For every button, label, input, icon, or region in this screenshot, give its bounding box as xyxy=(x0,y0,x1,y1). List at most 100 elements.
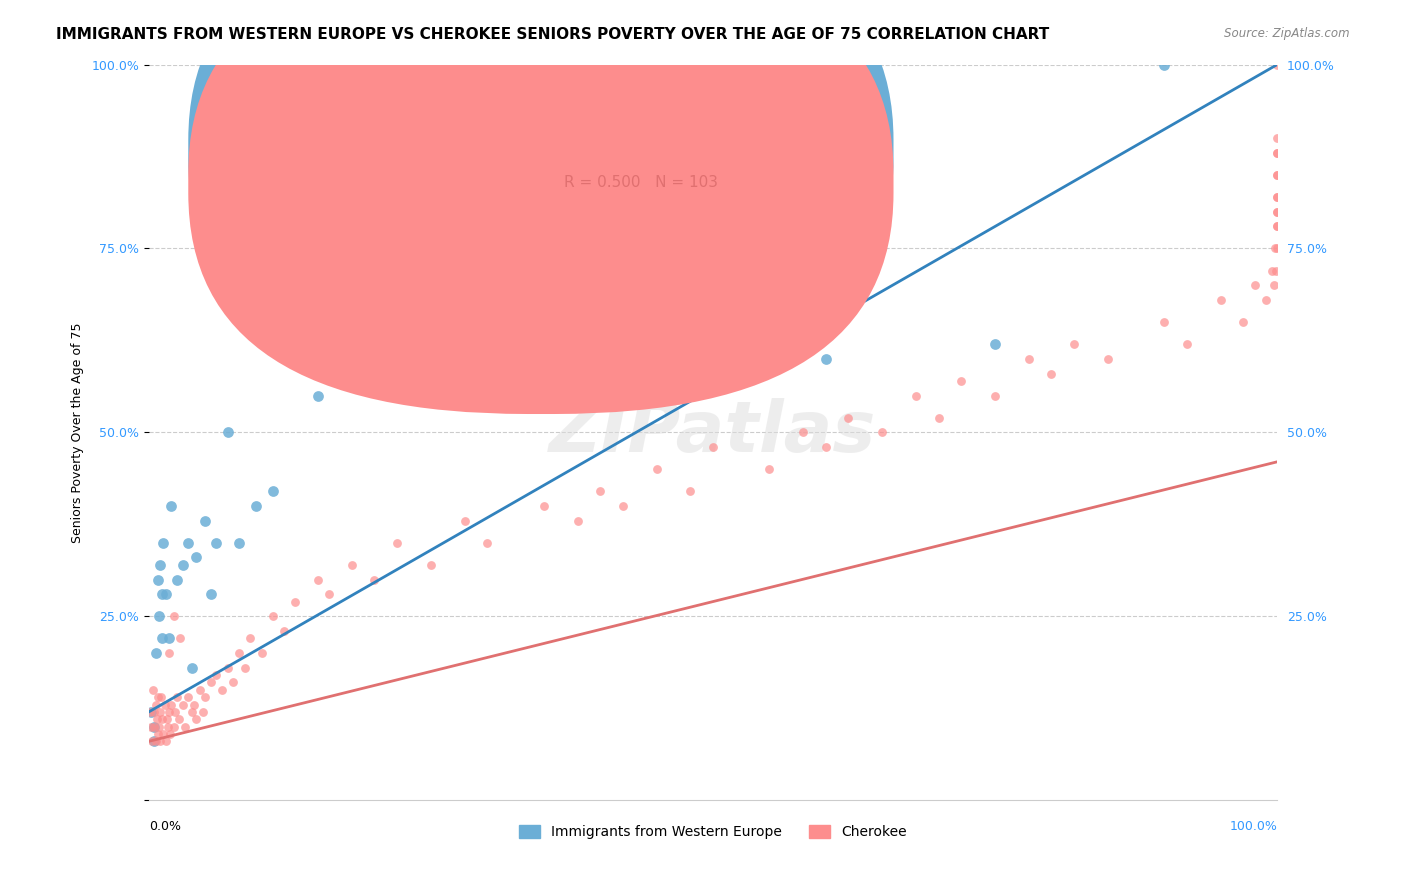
Point xyxy=(1265,219,1288,234)
Point xyxy=(194,690,217,705)
Point xyxy=(1265,263,1288,277)
Point xyxy=(155,587,177,601)
Point xyxy=(155,734,177,748)
Point xyxy=(1232,315,1254,329)
Point xyxy=(419,389,441,403)
Point xyxy=(205,668,228,682)
Point xyxy=(172,698,194,712)
Point xyxy=(1243,278,1265,293)
Point xyxy=(146,690,169,705)
Point xyxy=(1153,57,1175,71)
Point xyxy=(141,734,163,748)
Point xyxy=(186,712,208,726)
Point xyxy=(142,682,165,697)
Point xyxy=(307,389,329,403)
Point xyxy=(156,712,179,726)
Point xyxy=(152,535,174,549)
Point xyxy=(149,705,172,719)
Text: R = 0.500   N = 103: R = 0.500 N = 103 xyxy=(564,175,718,190)
Point xyxy=(156,720,179,734)
FancyBboxPatch shape xyxy=(188,0,894,414)
Point xyxy=(340,558,363,572)
Point xyxy=(139,705,162,719)
Point xyxy=(1265,57,1288,71)
Point xyxy=(146,573,169,587)
Point xyxy=(245,499,267,513)
FancyBboxPatch shape xyxy=(505,123,865,215)
Legend: Immigrants from Western Europe, Cherokee: Immigrants from Western Europe, Cherokee xyxy=(513,820,912,845)
Point xyxy=(183,698,205,712)
Point xyxy=(145,734,167,748)
Point xyxy=(1265,204,1288,219)
Point xyxy=(905,389,928,403)
Point xyxy=(1063,337,1085,351)
Point xyxy=(385,535,408,549)
Point xyxy=(200,675,222,690)
Point xyxy=(228,646,250,660)
Point xyxy=(186,550,208,565)
Point xyxy=(1175,337,1198,351)
Point xyxy=(222,675,245,690)
Point xyxy=(363,573,385,587)
Point xyxy=(262,609,284,624)
Text: 0.0%: 0.0% xyxy=(149,820,181,832)
Point xyxy=(143,705,166,719)
Point xyxy=(157,632,180,646)
Point xyxy=(1153,315,1175,329)
Point xyxy=(758,462,780,476)
Point xyxy=(792,425,814,440)
Point xyxy=(159,727,181,741)
Point xyxy=(454,514,477,528)
Point xyxy=(166,573,188,587)
Point xyxy=(143,720,166,734)
Point xyxy=(200,587,222,601)
Point xyxy=(191,705,214,719)
Point xyxy=(148,720,170,734)
Point xyxy=(163,705,186,719)
Point xyxy=(679,484,702,499)
Point xyxy=(814,440,837,454)
Point xyxy=(150,587,173,601)
Point xyxy=(233,661,256,675)
Point xyxy=(870,425,893,440)
Point xyxy=(139,705,162,719)
Point xyxy=(194,514,217,528)
Point xyxy=(1265,145,1288,160)
Point xyxy=(180,705,202,719)
Point xyxy=(567,514,589,528)
Point xyxy=(239,632,262,646)
Point xyxy=(1097,351,1119,366)
Point xyxy=(984,389,1007,403)
Point xyxy=(148,609,170,624)
Text: Source: ZipAtlas.com: Source: ZipAtlas.com xyxy=(1225,27,1350,40)
Point xyxy=(217,425,239,440)
Point xyxy=(162,609,184,624)
Point xyxy=(153,698,176,712)
Point xyxy=(363,351,385,366)
Point xyxy=(162,720,184,734)
FancyBboxPatch shape xyxy=(188,0,894,381)
Point xyxy=(250,646,273,660)
Point xyxy=(180,661,202,675)
Point xyxy=(188,682,211,697)
Point xyxy=(307,573,329,587)
Point xyxy=(172,558,194,572)
Point xyxy=(1264,242,1286,256)
Point xyxy=(612,499,634,513)
Text: IMMIGRANTS FROM WESTERN EUROPE VS CHEROKEE SENIORS POVERTY OVER THE AGE OF 75 CO: IMMIGRANTS FROM WESTERN EUROPE VS CHEROK… xyxy=(56,27,1049,42)
Y-axis label: Seniors Poverty Over the Age of 75: Seniors Poverty Over the Age of 75 xyxy=(72,322,84,542)
Point xyxy=(1265,168,1288,182)
Point xyxy=(477,535,499,549)
Point xyxy=(150,712,173,726)
Point xyxy=(157,705,180,719)
Point xyxy=(177,535,200,549)
Point xyxy=(533,499,555,513)
Point xyxy=(1040,367,1063,381)
Point xyxy=(1265,242,1288,256)
Point xyxy=(177,690,200,705)
Point xyxy=(419,558,441,572)
Point xyxy=(1263,278,1285,293)
Point xyxy=(589,484,612,499)
Point xyxy=(984,337,1007,351)
Text: R = 0.669   N =  31: R = 0.669 N = 31 xyxy=(564,142,714,157)
